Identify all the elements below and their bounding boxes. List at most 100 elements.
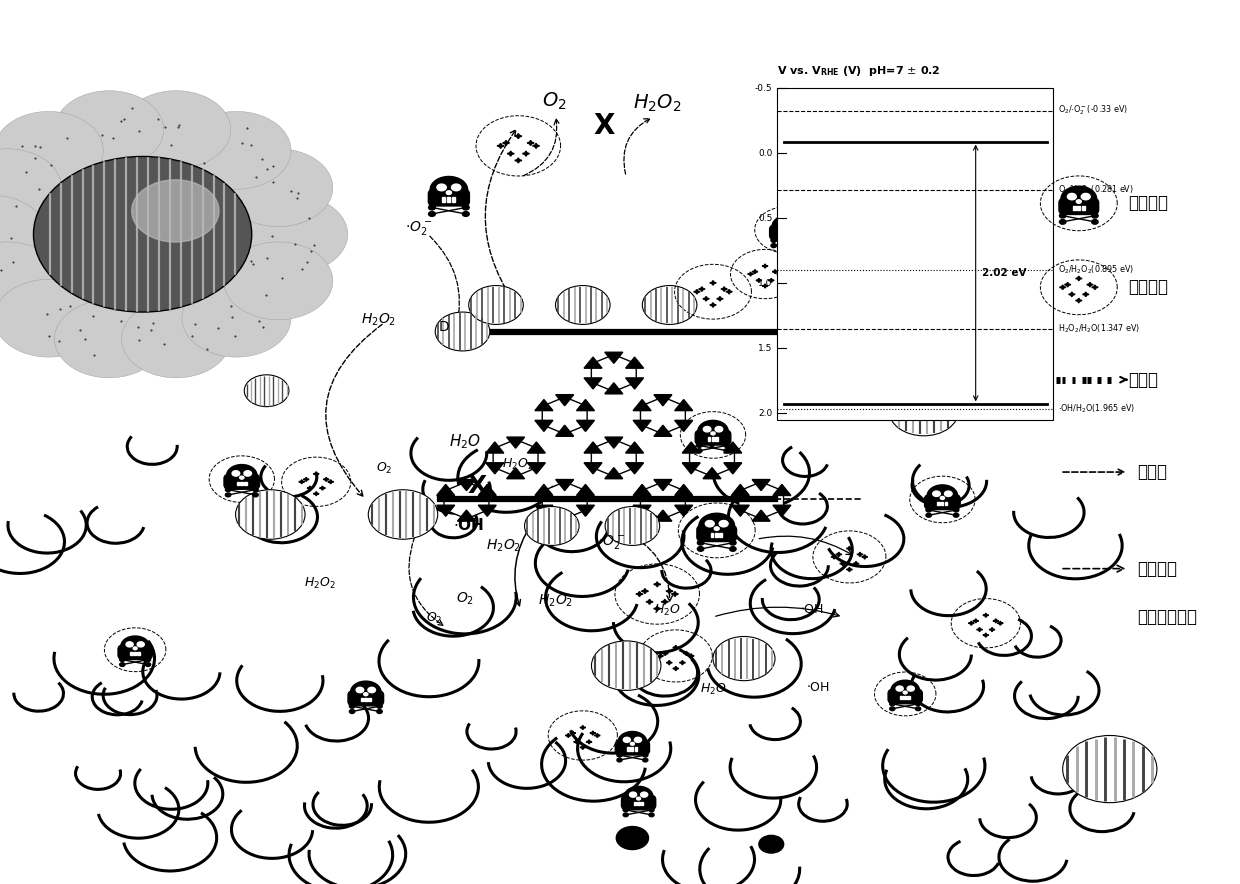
Circle shape [624,737,630,743]
Polygon shape [673,645,678,650]
Circle shape [238,195,347,273]
Circle shape [799,244,804,248]
Circle shape [591,641,661,690]
Text: $H_2O_2$: $H_2O_2$ [502,456,534,472]
Polygon shape [1083,292,1089,297]
Circle shape [1059,213,1066,218]
Circle shape [446,191,451,194]
Circle shape [223,242,332,320]
Circle shape [469,286,523,324]
Polygon shape [709,280,717,286]
FancyBboxPatch shape [777,88,1053,420]
Circle shape [618,758,622,762]
Circle shape [182,279,291,357]
Polygon shape [717,296,723,301]
Circle shape [706,521,714,527]
Circle shape [435,312,490,351]
Circle shape [624,786,653,807]
Circle shape [630,743,635,745]
Polygon shape [872,395,877,400]
Polygon shape [997,621,1003,625]
Circle shape [790,221,797,227]
Circle shape [729,540,737,545]
Circle shape [697,449,702,453]
Circle shape [771,239,776,242]
Polygon shape [570,731,575,735]
Polygon shape [720,286,728,292]
Circle shape [429,205,435,210]
Circle shape [120,636,150,657]
Polygon shape [680,660,686,665]
Circle shape [729,546,737,552]
Text: X: X [467,474,487,499]
Circle shape [120,658,125,661]
Text: V vs. V$_{\mathregular{RHE}}$ (V)  pH=7 $\pm$ 0.2: V vs. V$_{\mathregular{RHE}}$ (V) pH=7 $… [777,64,941,78]
Circle shape [120,663,125,667]
Circle shape [719,521,728,527]
Polygon shape [839,561,846,566]
Circle shape [890,707,895,711]
Polygon shape [773,270,777,274]
Circle shape [451,184,461,191]
Polygon shape [327,480,334,484]
Circle shape [1068,194,1076,200]
Bar [790,232,792,235]
Polygon shape [698,286,706,292]
Text: 光氧化: 光氧化 [1128,370,1158,389]
Circle shape [253,488,258,492]
Polygon shape [884,395,889,400]
Text: 林可霉素: 林可霉素 [1128,194,1168,212]
Circle shape [1076,200,1081,203]
Circle shape [642,286,697,324]
Circle shape [649,813,653,817]
Polygon shape [888,386,893,391]
Circle shape [915,702,920,705]
Bar [782,232,785,235]
Polygon shape [527,141,534,146]
Circle shape [954,508,959,512]
Circle shape [0,111,103,189]
Bar [1081,206,1085,210]
Circle shape [226,493,231,497]
Text: $\cdot O_2^-$: $\cdot O_2^-$ [598,533,625,551]
Polygon shape [1069,292,1075,297]
Circle shape [244,470,252,476]
Polygon shape [308,486,312,491]
Polygon shape [1075,298,1083,303]
Polygon shape [502,141,510,146]
Circle shape [915,707,920,711]
Text: $O_2$: $O_2$ [542,91,567,112]
Bar [368,698,371,701]
FancyBboxPatch shape [621,795,656,810]
Text: 1.5: 1.5 [758,344,773,353]
Polygon shape [892,389,898,392]
Polygon shape [709,302,717,308]
Text: $O_2$: $O_2$ [425,611,443,627]
Circle shape [244,375,289,407]
Bar [627,748,630,751]
Circle shape [954,514,959,517]
FancyBboxPatch shape [696,430,730,445]
Polygon shape [847,568,852,572]
Polygon shape [507,151,515,156]
Circle shape [1091,219,1099,225]
Polygon shape [515,133,522,139]
Circle shape [368,490,438,539]
Polygon shape [590,731,595,735]
Text: X: X [593,112,615,141]
Bar [712,438,714,440]
Circle shape [724,449,729,453]
Bar [241,482,243,484]
Text: $H_2O_2$: $H_2O_2$ [538,593,573,609]
FancyBboxPatch shape [348,690,383,705]
Circle shape [697,540,704,545]
Text: O$_2$/H$_2$O$_2$(0.895 eV): O$_2$/H$_2$O$_2$(0.895 eV) [1058,263,1133,276]
Polygon shape [725,289,733,294]
Circle shape [714,527,719,530]
Bar [451,197,455,202]
Text: （不需要光）: （不需要光） [1137,608,1197,626]
Polygon shape [580,745,585,750]
Text: 光还原: 光还原 [1137,463,1167,481]
Circle shape [635,737,641,743]
Bar [1078,206,1080,210]
